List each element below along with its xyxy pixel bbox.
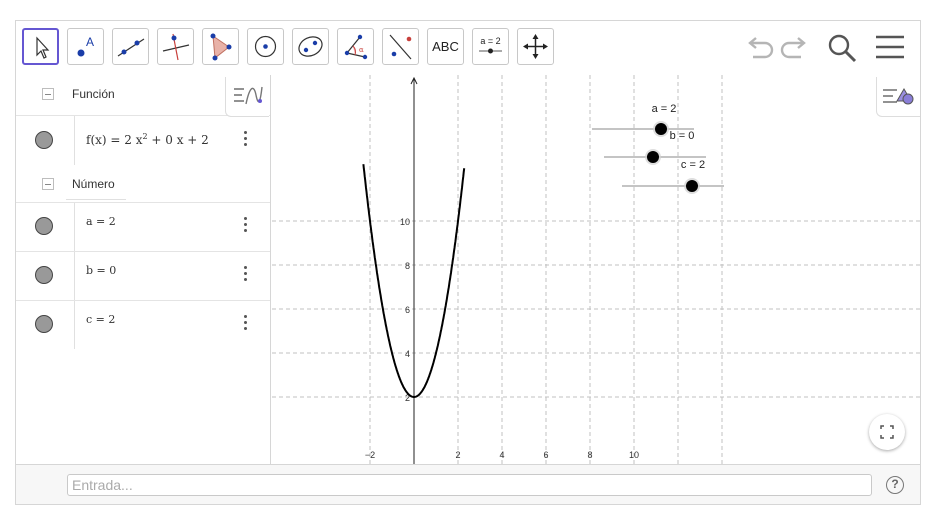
axes (410, 76, 418, 464)
number-expression[interactable]: c = 2 (86, 313, 116, 326)
more-options-icon[interactable] (242, 266, 248, 286)
grid (272, 75, 920, 464)
text-tool-icon: ABC (432, 39, 459, 54)
conic-tool[interactable] (292, 28, 329, 65)
visibility-toggle[interactable] (35, 266, 53, 284)
group-divider (66, 199, 126, 200)
function-expression-prefix: f(x) = 2 x (86, 133, 143, 147)
undo-icon[interactable] (743, 33, 775, 61)
graphics-style-bar-icon (883, 88, 914, 105)
x-tick-label: 6 (543, 450, 548, 460)
slider-label: a = 2 (652, 103, 677, 115)
slider-label: c = 2 (681, 159, 705, 171)
move-tool[interactable] (22, 28, 59, 65)
perpendicular-line-tool-icon (162, 33, 190, 61)
svg-text:α: α (359, 46, 364, 54)
more-options-icon[interactable] (242, 217, 248, 237)
graphics-view[interactable]: −2 2 4 6 8 10 2 4 6 8 10 a = 2 b = 0 c = 2 (272, 75, 920, 464)
menu-icon[interactable] (874, 33, 906, 61)
algebra-item-c[interactable]: c = 2 (16, 300, 270, 349)
tick-labels: −2 2 4 6 8 10 2 4 6 8 10 (365, 217, 639, 460)
x-tick-label: 2 (455, 450, 460, 460)
visibility-toggle[interactable] (35, 217, 53, 235)
x-tick-label: 4 (499, 450, 504, 460)
slider-tool[interactable]: a = 2 (472, 28, 509, 65)
slider-label: b = 0 (670, 130, 695, 142)
y-tick-label: 8 (405, 261, 410, 271)
more-options-icon[interactable] (242, 131, 248, 151)
move-graphics-view-tool-icon (523, 34, 548, 59)
collapse-icon[interactable] (42, 88, 54, 100)
point-tool-icon: A (77, 35, 94, 57)
algebra-item-a[interactable]: a = 2 (16, 202, 270, 251)
polygon-tool[interactable] (202, 28, 239, 65)
algebra-view: Función f(x) = 2 x2 + 0 x + 2 Número a =… (16, 75, 271, 464)
slider-tool-icon: a = 2 (479, 36, 502, 54)
line-tool[interactable] (112, 28, 149, 65)
circle-tool[interactable] (247, 28, 284, 65)
x-tick-label: 8 (587, 450, 592, 460)
function-graph-f[interactable] (362, 164, 466, 398)
reflect-tool[interactable] (382, 28, 419, 65)
algebra-item-b[interactable]: b = 0 (16, 251, 270, 300)
x-tick-label: 10 (629, 450, 639, 460)
function-exponent: 2 (142, 132, 148, 141)
y-tick-label: 4 (405, 349, 410, 359)
toolbar: A (16, 21, 920, 75)
visibility-toggle[interactable] (35, 315, 53, 333)
angle-tool-icon: α (344, 34, 368, 60)
fullscreen-button[interactable] (869, 414, 905, 450)
number-expression[interactable]: b = 0 (86, 264, 117, 277)
function-expression-suffix: + 0 x + 2 (147, 133, 209, 147)
graphics-style-bar-toggle[interactable] (876, 77, 920, 117)
help-icon[interactable]: ? (886, 476, 904, 494)
angle-tool[interactable]: α (337, 28, 374, 65)
style-bar-icon (234, 86, 263, 105)
point-tool[interactable]: A (67, 28, 104, 65)
input-bar: ? (16, 464, 920, 504)
algebra-item-f[interactable]: f(x) = 2 x2 + 0 x + 2 (16, 115, 270, 165)
perpendicular-line-tool[interactable] (157, 28, 194, 65)
sliders: a = 2 b = 0 c = 2 (592, 103, 724, 194)
conic-tool-icon (298, 36, 323, 57)
graphics-canvas[interactable]: −2 2 4 6 8 10 2 4 6 8 10 a = 2 b = 0 c = 2 (272, 75, 920, 464)
group-label: Número (72, 177, 115, 191)
line-tool-icon (117, 38, 145, 57)
fullscreen-icon (880, 425, 894, 439)
group-label: Función (72, 87, 115, 101)
point-tool-glyph: A (86, 35, 94, 49)
polygon-tool-icon (210, 33, 232, 61)
slider-knob[interactable] (655, 123, 667, 135)
y-tick-label: 6 (405, 305, 410, 315)
text-tool[interactable]: ABC (427, 28, 464, 65)
reflect-tool-icon (389, 34, 412, 60)
slider-knob[interactable] (647, 151, 659, 163)
number-expression[interactable]: a = 2 (86, 215, 116, 228)
group-header-funcion[interactable]: Función (16, 75, 270, 115)
group-header-numero[interactable]: Número (16, 165, 270, 205)
visibility-toggle[interactable] (35, 131, 53, 149)
function-expression[interactable]: f(x) = 2 x2 + 0 x + 2 (86, 132, 209, 147)
search-icon[interactable] (826, 33, 860, 63)
x-tick-label: −2 (365, 450, 375, 460)
move-tool-icon (36, 36, 50, 59)
more-options-icon[interactable] (242, 315, 248, 335)
geogebra-app: A (15, 20, 921, 505)
collapse-icon[interactable] (42, 178, 54, 190)
slider-tool-label: a = 2 (480, 36, 500, 46)
algebra-style-bar-toggle[interactable] (225, 77, 269, 117)
redo-icon[interactable] (779, 33, 811, 61)
y-tick-label: 10 (400, 217, 410, 227)
slider-knob[interactable] (686, 180, 698, 192)
circle-tool-icon (254, 35, 277, 58)
move-graphics-view-tool[interactable] (517, 28, 554, 65)
input-field[interactable] (67, 474, 872, 496)
y-tick-label: 2 (405, 393, 410, 403)
